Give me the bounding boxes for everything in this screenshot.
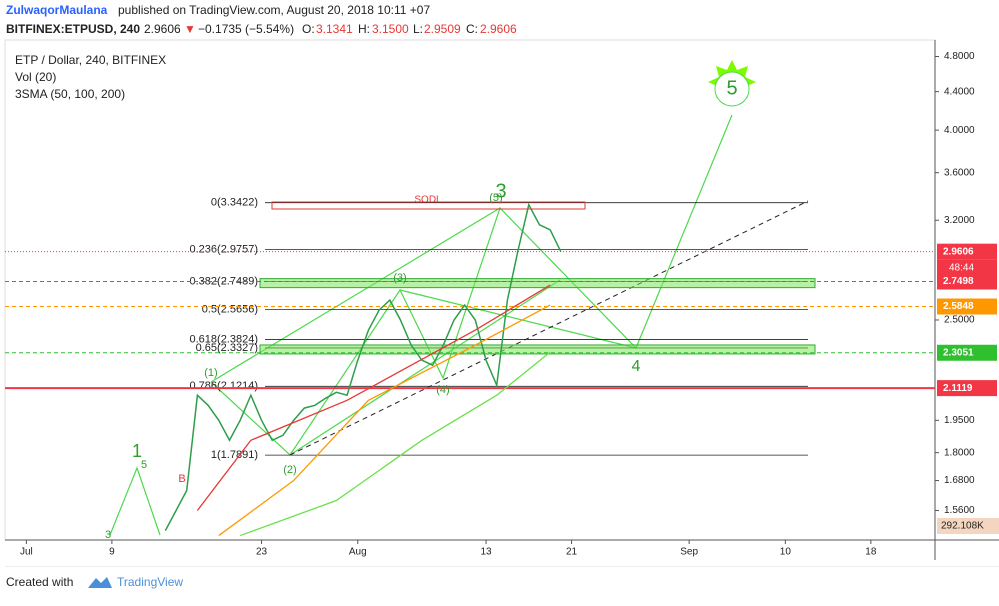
wave-label: 1: [132, 441, 142, 461]
x-tick-label: 23: [256, 547, 268, 558]
footer-brand: TradingView: [117, 575, 183, 589]
last: 2.9606: [144, 22, 181, 36]
author: ZulwaqorMaulana: [6, 3, 108, 17]
footer-created: Created with: [6, 575, 73, 589]
countdown: 48:44: [949, 262, 974, 273]
price-tag-label: 2.9606: [943, 246, 974, 257]
y-tick-label: 4.8000: [944, 51, 975, 62]
y-tick-label: 3.6000: [944, 167, 975, 178]
volume-label: 292.108K: [941, 521, 984, 532]
wave-label: (5): [489, 192, 502, 204]
wave-label: (2): [283, 464, 296, 476]
published: published on TradingView.com, August 20,…: [118, 3, 430, 17]
fib-label: 1(1.7891): [211, 449, 258, 461]
price-tag: [937, 298, 997, 315]
change: −0.1735 (−5.54%): [198, 22, 294, 36]
price-tag-label: 2.7498: [943, 276, 974, 287]
fib-label: 0.65(2.3327): [196, 342, 258, 354]
x-tick-label: 9: [109, 547, 115, 558]
y-tick-label: 4.0000: [944, 125, 975, 136]
y-tick-label: 1.9500: [944, 415, 975, 426]
y-tick-label: 1.5600: [944, 505, 975, 516]
legend-sma: 3SMA (50, 100, 200): [15, 87, 125, 101]
brand-logo: [88, 577, 112, 588]
wave-label: 5: [141, 459, 147, 471]
price-tag-label: 2.3051: [943, 347, 974, 358]
h-value: 3.1500: [372, 22, 409, 36]
wave-label: 3: [105, 529, 111, 541]
y-tick-label: 4.4000: [944, 86, 975, 97]
c-value: 2.9606: [480, 22, 517, 36]
x-tick-label: Jul: [20, 547, 33, 558]
zone: [259, 344, 816, 355]
o-label: O:: [302, 22, 315, 36]
legend-main: ETP / Dollar, 240, BITFINEX: [15, 53, 166, 67]
x-tick-label: 10: [780, 547, 792, 558]
wave-label: 5: [726, 77, 737, 99]
l-label: L:: [413, 22, 423, 36]
fib-label: 0.618(2.3824): [190, 333, 259, 345]
price-tag: [937, 273, 997, 290]
volume-tag: [937, 518, 999, 534]
series-line: [164, 202, 562, 531]
wave-line: [109, 466, 161, 536]
price-tag-label: 2.1119: [943, 383, 973, 394]
y-tick-label: 2.5000: [944, 315, 975, 326]
wave-label: (1): [204, 367, 217, 379]
wave-label: B: [178, 473, 185, 485]
series-line: [239, 351, 551, 537]
trend-line: [289, 200, 809, 456]
x-tick-label: Sep: [680, 547, 698, 558]
x-tick-label: 21: [566, 547, 578, 558]
wave-label: 3: [495, 180, 506, 202]
fib-label: 0.236(2.9757): [190, 244, 259, 256]
series-line: [196, 284, 551, 511]
fib-label: 0.786(2.1214): [190, 380, 259, 392]
x-tick-label: 13: [480, 547, 492, 558]
price-tag: [937, 344, 997, 361]
l-value: 2.9509: [424, 22, 461, 36]
wave-label: (3): [393, 272, 406, 284]
y-tick-label: 3.2000: [944, 215, 975, 226]
wave-label: 4: [632, 358, 641, 375]
o-value: 3.1341: [316, 22, 353, 36]
sodl-box: [271, 201, 586, 210]
fib-label: 0.5(2.5656): [202, 303, 258, 315]
x-tick-label: 18: [865, 547, 877, 558]
countdown-tag: [937, 259, 997, 276]
arrow: ▼: [184, 22, 196, 36]
legend-vol: Vol (20): [15, 70, 56, 84]
sun-circle: [714, 71, 750, 107]
zone: [259, 278, 816, 289]
h-label: H:: [358, 22, 370, 36]
symbol: BITFINEX:ETPUSD, 240: [6, 22, 140, 36]
series-line: [218, 304, 551, 537]
y-tick-label: 1.6800: [944, 475, 975, 486]
c-label: C:: [466, 22, 478, 36]
x-tick-label: Aug: [349, 547, 367, 558]
price-tag-label: 2.5848: [943, 301, 974, 312]
channel-line: [399, 289, 637, 349]
price-tag: [937, 243, 997, 260]
price-tag: [937, 380, 997, 397]
y-tick-label: 1.8000: [944, 447, 975, 458]
wave-label: (4): [436, 384, 449, 396]
wave-label: SODL: [414, 195, 442, 206]
footer-rule: [5, 566, 999, 567]
fib-label: 0(3.3422): [211, 197, 258, 209]
